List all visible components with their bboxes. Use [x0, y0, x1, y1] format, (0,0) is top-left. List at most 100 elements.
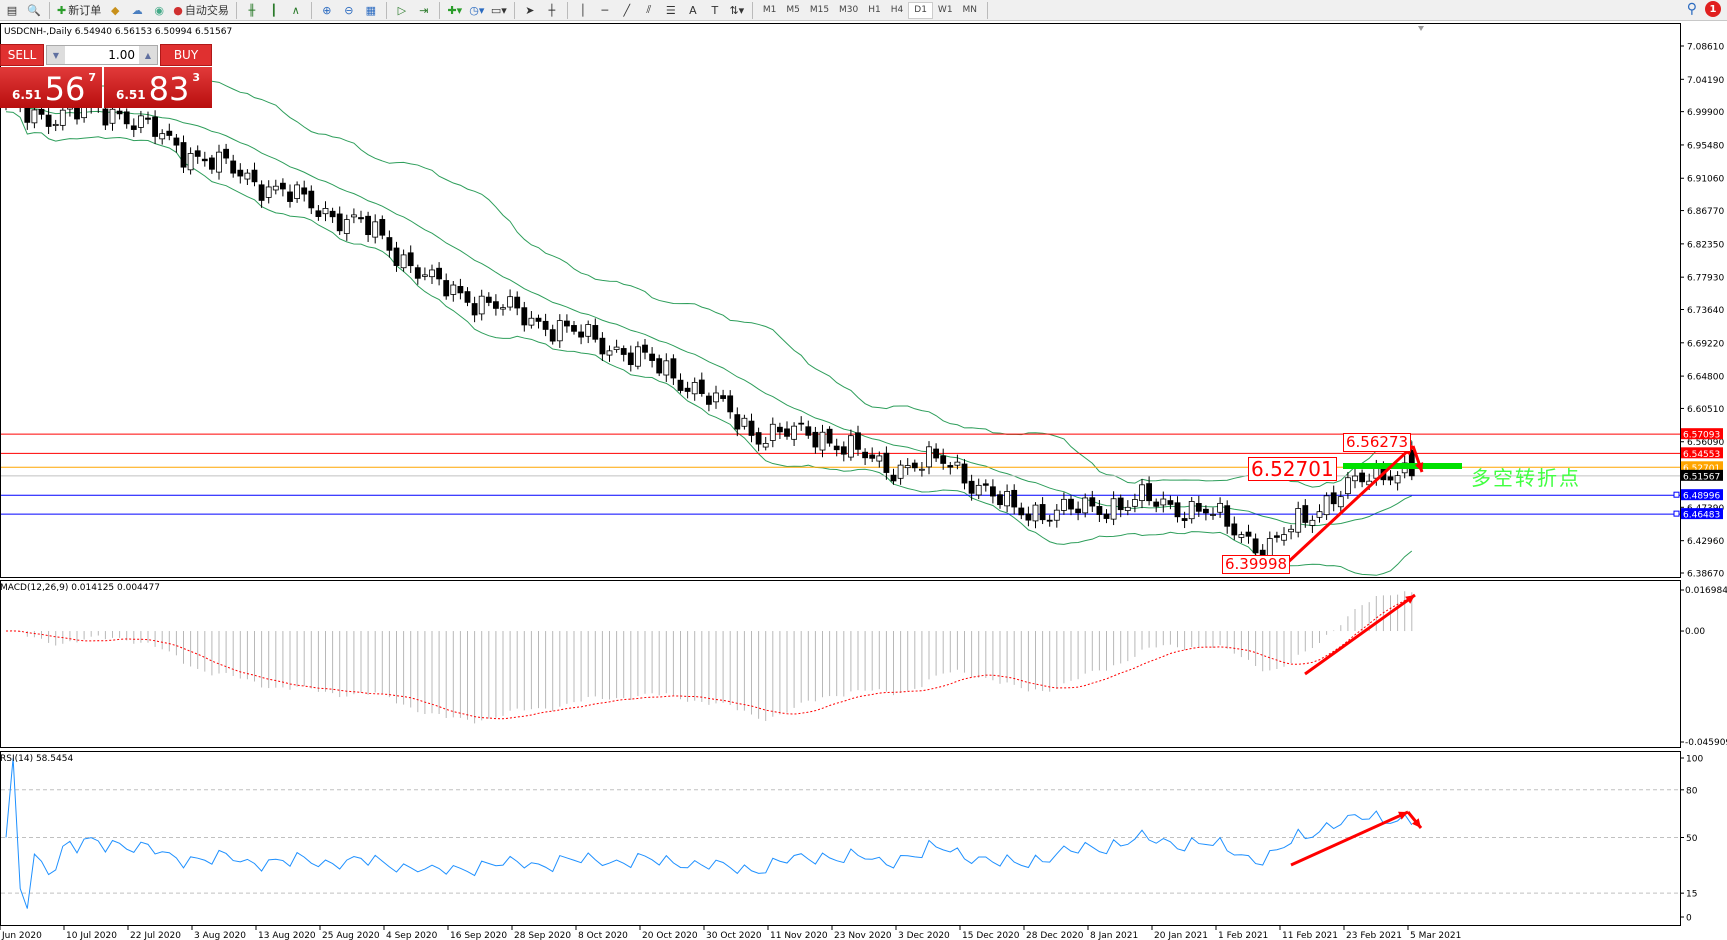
macd-up-arrow: [1304, 593, 1416, 676]
candle: [1011, 484, 1018, 515]
candle-body: [45, 114, 52, 127]
timeframe-m30[interactable]: M30: [839, 5, 859, 15]
candle: [620, 345, 627, 362]
level-annotation[interactable]: 6.52701: [1248, 457, 1337, 481]
timeframe-d1[interactable]: D1: [908, 1, 933, 19]
buy-button[interactable]: BUY: [160, 44, 212, 66]
timeframe-h4[interactable]: H4: [890, 5, 904, 15]
bar-chart-icon[interactable]: ╫: [248, 3, 256, 17]
text-label-icon[interactable]: T: [711, 3, 719, 17]
rsi-tick-label: 100: [1686, 755, 1703, 765]
candle-body: [102, 108, 109, 126]
date-tick-label: 23 Feb 2021: [1346, 931, 1402, 940]
open-file-icon[interactable]: ▤: [6, 3, 18, 17]
candle-body: [549, 329, 556, 342]
candle-body: [556, 320, 563, 342]
candle-body: [535, 317, 542, 322]
price-tick-label: 7.04190: [1687, 76, 1724, 86]
timeframe-m1[interactable]: M1: [762, 5, 777, 15]
candle: [840, 441, 847, 462]
equidistant-channel-icon[interactable]: ⫽: [646, 3, 652, 16]
market-watch-icon[interactable]: ◆: [110, 3, 120, 17]
candlestick-icon[interactable]: ┃: [270, 3, 278, 17]
timeframe-mn[interactable]: MN: [962, 5, 978, 15]
lot-increase-icon[interactable]: ▲: [139, 46, 157, 64]
candle: [514, 291, 521, 316]
price-tick-label: 6.69220: [1687, 339, 1724, 349]
candle-body: [1018, 507, 1025, 516]
candle: [52, 119, 59, 132]
lot-decrease-icon[interactable]: ▼: [47, 46, 65, 64]
date-tick-label: 3 Dec 2020: [898, 931, 950, 940]
turning-point-note[interactable]: 多空转折点: [1471, 466, 1581, 490]
candle-body: [145, 117, 151, 120]
cursor-icon[interactable]: ➤: [525, 3, 535, 17]
timeframe-w1[interactable]: W1: [937, 5, 953, 15]
new-order-button[interactable]: ✚ 新订单: [55, 1, 103, 20]
main-pane-frame: [0, 23, 1681, 578]
autoscroll-icon[interactable]: ▷: [397, 3, 407, 17]
candle: [890, 468, 897, 485]
low-annotation[interactable]: 6.39998: [1222, 555, 1291, 574]
candle: [528, 311, 535, 329]
timeframe-m15[interactable]: M15: [809, 5, 830, 15]
radio-icon[interactable]: ◉: [154, 3, 165, 17]
text-icon[interactable]: A: [689, 3, 697, 17]
timeframe-m5[interactable]: M5: [786, 5, 800, 15]
candle: [684, 381, 691, 399]
date-tick-label: 4 Sep 2020: [386, 931, 438, 940]
candle-body: [1068, 498, 1074, 510]
vertical-line-icon[interactable]: │: [579, 3, 587, 17]
candle: [230, 154, 237, 178]
crosshair-icon[interactable]: ┼: [548, 3, 556, 17]
candle-body: [997, 494, 1003, 506]
candle: [720, 389, 726, 402]
sell-price[interactable]: 6.51 56 7: [0, 67, 102, 108]
candle-body: [1096, 506, 1103, 515]
timeframe-h1[interactable]: H1: [868, 5, 881, 15]
fibonacci-icon[interactable]: ☰: [665, 3, 676, 17]
auto-trading-button[interactable]: ● 自动交易: [171, 1, 231, 20]
rsi-tick-label: 80: [1686, 786, 1698, 796]
sell-button[interactable]: SELL: [0, 44, 44, 66]
arrows-icon[interactable]: ⇅▾: [729, 3, 745, 17]
candle: [1281, 527, 1287, 546]
candle: [301, 180, 308, 202]
high-annotation[interactable]: 6.56273: [1343, 433, 1412, 452]
zoom-window-icon[interactable]: 🔍: [27, 3, 41, 17]
bollinger-upper: [5, 79, 1412, 488]
chart-area[interactable]: 7.08610 7.04190 6.99900 6.95480 6.91060 6.867…: [0, 23, 1727, 940]
candle-body: [677, 379, 684, 391]
line-chart-icon[interactable]: ∧: [291, 3, 300, 17]
signals-icon[interactable]: ☁: [131, 3, 143, 17]
templates-icon[interactable]: ▭▾: [490, 3, 507, 17]
candle-body: [443, 280, 450, 297]
candle-body: [840, 446, 847, 455]
candle: [1124, 500, 1131, 516]
buy-price[interactable]: 6.51 83 3: [104, 67, 212, 108]
candle-body: [279, 182, 286, 190]
candle: [322, 201, 329, 222]
lot-size-input[interactable]: 1.00: [108, 48, 135, 62]
zoom-out-icon[interactable]: ⊖: [344, 3, 354, 17]
zoom-in-icon[interactable]: ⊕: [322, 3, 332, 17]
tile-windows-icon[interactable]: ▦: [365, 3, 377, 17]
candle-body: [1132, 499, 1138, 507]
horizontal-line-icon[interactable]: ─: [601, 3, 609, 17]
search-icon[interactable]: ⚲: [1686, 1, 1697, 17]
indicators-icon[interactable]: ✚▾: [447, 3, 463, 17]
notification-badge[interactable]: 1: [1705, 1, 1721, 17]
date-tick-label: 28 Sep 2020: [514, 931, 571, 940]
candle: [691, 377, 698, 401]
candle: [1316, 504, 1323, 523]
candle-body: [982, 483, 989, 486]
candle-body: [933, 448, 939, 459]
candle: [1231, 516, 1238, 540]
candle: [1217, 497, 1223, 518]
periods-clock-icon[interactable]: ◷▾: [469, 3, 485, 17]
candle: [1061, 492, 1067, 515]
trendline-icon[interactable]: ╱: [623, 3, 631, 17]
lot-size-stepper[interactable]: ▼ 1.00 ▲: [46, 45, 158, 65]
chart-shift-icon[interactable]: ⇥: [419, 3, 429, 17]
candle-body: [1217, 502, 1223, 513]
